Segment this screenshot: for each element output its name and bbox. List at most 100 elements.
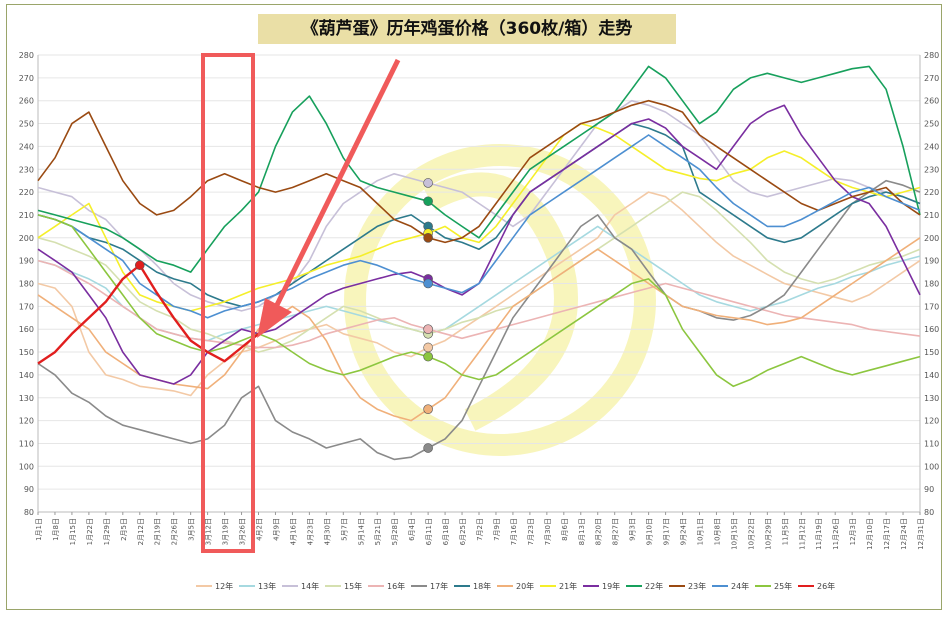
series-marker [423, 178, 433, 188]
y-tick-label-right: 90 [924, 485, 934, 494]
x-tick-label: 5月21日 [374, 518, 382, 545]
watermark-ring [344, 144, 656, 456]
arrow-shaft [269, 58, 401, 317]
arrow-head [257, 298, 292, 338]
legend-label: 18年 [473, 581, 491, 591]
x-tick-label: 4月16日 [289, 518, 297, 545]
x-tick-label: 6月18日 [442, 518, 450, 545]
y-tick-label-right: 80 [924, 508, 934, 517]
x-tick-label: 8月20日 [595, 518, 603, 545]
x-tick-label: 2月26日 [171, 518, 179, 545]
x-axis: 1月1日 1月8日 1月15日 1月22日 1月29日 2月5日 2月12日 2月19日 2月2… [35, 512, 925, 550]
x-tick-label: 12月24日 [900, 518, 908, 550]
legend-label: 20年 [516, 581, 534, 591]
y-tick-label-right: 160 [924, 325, 939, 334]
x-tick-label: 8月6日 [561, 518, 569, 541]
y-tick-label-left: 120 [19, 417, 34, 426]
x-tick-label: 11月19日 [815, 518, 823, 550]
y-tick-label-left: 90 [24, 485, 34, 494]
series-line [37, 214, 921, 388]
series-marker [423, 278, 433, 289]
y-tick-label-left: 250 [19, 120, 34, 129]
y-tick-label-left: 240 [19, 142, 34, 151]
x-tick-label: 12月10日 [866, 518, 874, 550]
x-tick-label: 7月16日 [510, 518, 518, 545]
series-line [37, 179, 921, 461]
x-tick-label: 9月24日 [680, 518, 688, 545]
x-tick-label: 11月12日 [798, 518, 806, 550]
series-line [37, 99, 921, 312]
highlight-annotation [201, 53, 401, 553]
x-tick-label: 10月1日 [697, 518, 705, 545]
legend-label: 24年 [731, 581, 749, 591]
x-tick-label: 10月8日 [713, 518, 721, 545]
x-tick-label: 4月23日 [306, 518, 314, 545]
series-line [37, 259, 921, 349]
y-tick-label-left: 80 [24, 508, 34, 517]
y-tick-label-right: 270 [924, 74, 939, 83]
series-marker [423, 404, 433, 414]
x-tick-label: 7月2日 [476, 518, 484, 541]
x-tick-label: 1月8日 [52, 518, 60, 541]
y-tick-label-right: 140 [924, 371, 939, 380]
series-line [37, 191, 921, 353]
y-tick-label-right: 250 [924, 120, 939, 129]
y-tick-label-right: 220 [924, 188, 939, 197]
y-tick-label-left: 190 [19, 257, 34, 266]
series-marker [423, 342, 433, 353]
y-tick-label-left: 170 [19, 302, 34, 311]
x-tick-label: 6月4日 [408, 518, 416, 541]
y-tick-label-right: 190 [924, 257, 939, 266]
legend-label: 21年 [559, 581, 577, 591]
x-tick-label: 3月19日 [222, 518, 230, 545]
series-marker [423, 443, 433, 453]
series-line [37, 99, 921, 244]
legend-label: 23年 [688, 581, 706, 591]
highlight-box [201, 53, 255, 553]
y-tick-label-left: 100 [19, 462, 34, 471]
x-tick-label: 5月28日 [391, 518, 399, 545]
series-marker [134, 260, 145, 271]
legend-label: 25年 [774, 581, 792, 591]
x-tick-label: 10月15日 [730, 518, 738, 550]
x-tick-label: 9月3日 [629, 518, 637, 541]
x-tick-label: 1月29日 [103, 518, 111, 545]
y-tick-label-left: 270 [19, 74, 34, 83]
x-tick-label: 12月17日 [883, 518, 891, 550]
x-tick-label: 4月30日 [323, 518, 331, 545]
x-tick-label: 10月22日 [747, 518, 755, 550]
x-tick-label: 11月5日 [781, 518, 789, 545]
series-lines [37, 65, 921, 461]
watermark-swirl [424, 172, 578, 431]
y-tick-label-right: 200 [924, 234, 939, 243]
y-tick-label-right: 240 [924, 142, 939, 151]
watermark-logo [344, 144, 656, 456]
y-tick-label-left: 210 [19, 211, 34, 220]
x-tick-label: 8月27日 [612, 518, 620, 545]
y-tick-label-left: 160 [19, 325, 34, 334]
y-tick-label-left: 200 [19, 234, 34, 243]
x-tick-label: 9月10日 [646, 518, 654, 545]
x-tick-label: 5月7日 [340, 518, 348, 541]
legend-label: 26年 [817, 581, 835, 591]
y-tick-label-right: 280 [924, 51, 939, 60]
x-tick-label: 7月9日 [493, 518, 501, 541]
legend-label: 19年 [602, 581, 620, 591]
x-tick-label: 10月29日 [764, 518, 772, 550]
y-tick-label-left: 150 [19, 348, 34, 357]
x-tick-label: 9月17日 [663, 518, 671, 545]
x-tick-label: 3月5日 [188, 518, 196, 541]
series-marker [423, 196, 433, 207]
legend-label: 13年 [258, 581, 276, 591]
x-tick-label: 4月2日 [256, 518, 264, 541]
x-tick-label: 2月19日 [154, 518, 162, 545]
y-tick-label-right: 130 [924, 394, 939, 403]
y-tick-label-right: 230 [924, 165, 939, 174]
y-tick-label-right: 120 [924, 417, 939, 426]
y-axis-right: 80 90 100 110 120 130 140 150 160 170 180 190 200 210… [924, 51, 939, 517]
series-line [37, 191, 921, 397]
y-tick-label-left: 260 [19, 97, 34, 106]
x-tick-label: 7月30日 [544, 518, 552, 545]
x-tick-label: 3月26日 [239, 518, 247, 545]
